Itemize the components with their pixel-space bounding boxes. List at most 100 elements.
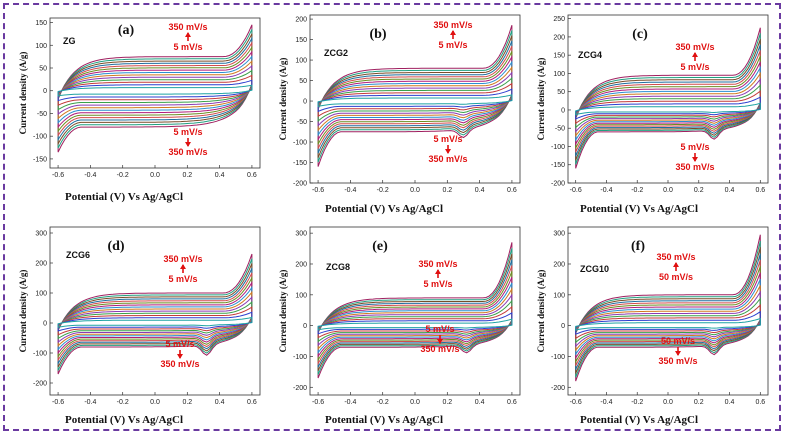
- panel-e-y-axis-label: Current density (A/g): [278, 270, 288, 353]
- panel-d-x-tick-label: 0.6: [247, 399, 257, 406]
- panel-f-y-tick-label: 300: [553, 231, 565, 238]
- panel-d-y-tick-label: 100: [35, 291, 47, 298]
- panel-e-y-tick-label: 100: [295, 292, 307, 299]
- panel-e-y-tick-label: 200: [295, 261, 307, 268]
- panel-d-scan-rate-top-arrowhead: [180, 264, 186, 269]
- panel-d-y-tick-label: -200: [33, 381, 47, 388]
- panel-c-y-tick-label: 50: [557, 89, 565, 96]
- panel-c-cv-curve: [575, 27, 761, 169]
- panel-a-scan-rate-top-arrowhead: [185, 32, 191, 37]
- x-axis-label-b: Potential (V) Vs Ag/AgCl: [325, 203, 444, 215]
- panel-a-y-tick-label: 50: [39, 66, 47, 73]
- panel-f-panel-label: (f): [631, 239, 645, 254]
- panel-b-x-tick-label: -0.6: [312, 187, 324, 194]
- panel-c-y-tick-label: -50: [555, 126, 565, 133]
- panel-d-scan-rate-bottom-label-1: 5 mV/s: [165, 339, 194, 349]
- x-axis-label-f: Potential (V) Vs Ag/AgCl: [580, 414, 699, 426]
- panel-f-scan-rate-top-arrowhead: [673, 262, 679, 267]
- panel-b-cv-curve: [317, 25, 513, 167]
- panel-d-y-axis-label: Current density (A/g): [18, 270, 28, 353]
- cv-panel-b: -0.6 -0.4 -0.2 0.0 0.2 0.4 0.6 -200 -150 -100 -50 0…: [278, 14, 521, 194]
- panel-b-y-tick-label: 150: [295, 37, 307, 44]
- figure-frame: [3, 3, 781, 431]
- panel-c-cv-curve: [575, 55, 761, 149]
- panel-a-y-tick-label: -50: [37, 111, 47, 118]
- panel-a-cv-curve: [57, 84, 253, 97]
- panel-c-scan-rate-bottom-label-1: 5 mV/s: [680, 142, 709, 152]
- panel-a-y-tick-label: -100: [33, 134, 47, 141]
- panel-d-scan-rate-top-label-2: 5 mV/s: [168, 274, 197, 284]
- panel-d-y-tick-label: 0: [43, 321, 47, 328]
- panel-b-scan-rate-bottom-label-2: 350 mV/s: [428, 154, 467, 164]
- x-axis-label-e: Potential (V) Vs Ag/AgCl: [325, 414, 444, 426]
- panel-b-x-tick-label: 0.4: [475, 187, 485, 194]
- panel-c-y-tick-label: -100: [551, 144, 565, 151]
- panel-f-scan-rate-top-label-1: 350 mV/s: [656, 252, 695, 262]
- panel-d-scan-rate-bottom-label-2: 350 mV/s: [160, 359, 199, 369]
- panel-c-scan-rate-top-arrowhead: [692, 52, 698, 57]
- cv-panel-d: -0.6 -0.4 -0.2 0.0 0.2 0.4 0.6 -200 -100 0 100 200 3…: [18, 226, 261, 406]
- panel-a-x-tick-label: 0.6: [247, 172, 257, 179]
- panel-b-y-axis-label: Current density (A/g): [278, 58, 288, 141]
- panel-e-sample-name: ZCG8: [326, 262, 350, 272]
- panel-e-y-tick-label: 0: [303, 323, 307, 330]
- panel-c-y-axis-label: Current density (A/g): [536, 58, 546, 141]
- panel-b-x-tick-label: 0.0: [410, 187, 420, 194]
- panel-d-sample-name: ZCG6: [66, 250, 90, 260]
- panel-b-cv-curve: [317, 76, 513, 123]
- panel-c-y-tick-label: 100: [553, 71, 565, 78]
- panel-f-scan-rate-bottom-label-1: 50 mV/s: [661, 336, 695, 346]
- panel-d-panel-label: (d): [107, 239, 124, 254]
- panel-c-y-tick-label: 150: [553, 53, 565, 60]
- panel-d-scan-rate-top-label-1: 350 mV/s: [163, 254, 202, 264]
- panel-a-y-axis-label: Current density (A/g): [18, 52, 28, 135]
- panel-e-y-tick-label: -200: [293, 385, 307, 392]
- panel-b-y-tick-label: 0: [303, 99, 307, 106]
- panel-d-x-tick-label: 0.0: [150, 399, 160, 406]
- cv-panel-c: -0.6 -0.4 -0.2 0.0 0.2 0.4 0.6 -200 -150 -100 -50 0…: [536, 14, 769, 194]
- panel-b-x-tick-label: 0.2: [442, 187, 452, 194]
- panel-e-scan-rate-bottom-arrowhead: [437, 339, 443, 344]
- panel-b-scan-rate-bottom-arrowhead: [445, 149, 451, 154]
- panel-a-x-tick-label: 0.4: [215, 172, 225, 179]
- panel-f-y-tick-label: 0: [561, 323, 565, 330]
- panel-c-cv-curve: [575, 102, 761, 116]
- panel-f-y-tick-label: 200: [553, 261, 565, 268]
- panel-f-x-tick-label: 0.4: [725, 399, 735, 406]
- x-axis-label-a: Potential (V) Vs Ag/AgCl: [65, 191, 184, 203]
- panel-b-y-tick-label: -150: [293, 160, 307, 167]
- panel-c-panel-label: (c): [632, 27, 648, 42]
- panel-f-y-tick-label: -100: [551, 354, 565, 361]
- panel-e-scan-rate-top-label-1: 350 mV/s: [418, 259, 457, 269]
- panel-e-x-tick-label: 0.6: [507, 399, 517, 406]
- panel-a-x-tick-label: -0.2: [117, 172, 129, 179]
- cv-panel-e: -0.6 -0.4 -0.2 0.0 0.2 0.4 0.6 -200 -100 0 100 200 3…: [278, 226, 521, 406]
- panel-d-x-tick-label: 0.2: [182, 399, 192, 406]
- panel-a-scan-rate-top-label-2: 5 mV/s: [173, 42, 202, 52]
- panel-e-x-tick-label: -0.2: [377, 399, 389, 406]
- panel-b-sample-name: ZCG2: [324, 48, 348, 58]
- panel-c-y-tick-label: -200: [551, 181, 565, 188]
- panel-f-cv-curve: [575, 317, 761, 331]
- panel-a-scan-rate-bottom-label-1: 5 mV/s: [173, 127, 202, 137]
- panel-e-panel-label: (e): [372, 239, 388, 254]
- panel-b-y-tick-label: 100: [295, 58, 307, 65]
- panel-f-x-tick-label: 0.6: [755, 399, 765, 406]
- panel-d-x-tick-label: -0.2: [117, 399, 129, 406]
- panel-d-y-tick-label: 200: [35, 261, 47, 268]
- panel-a-x-tick-label: 0.2: [182, 172, 192, 179]
- panel-b-x-tick-label: 0.6: [507, 187, 517, 194]
- panel-c-x-tick-label: -0.4: [600, 187, 612, 194]
- panel-a-x-tick-label: -0.4: [84, 172, 96, 179]
- panel-c-scan-rate-bottom-arrowhead: [692, 157, 698, 162]
- panel-f-x-tick-label: -0.2: [631, 399, 643, 406]
- panel-e-x-tick-label: 0.0: [410, 399, 420, 406]
- panel-f-scan-rate-top-label-2: 50 mV/s: [659, 272, 693, 282]
- panel-e-scan-rate-top-arrowhead: [435, 269, 441, 274]
- panel-d-x-tick-label: -0.4: [84, 399, 96, 406]
- panel-c-x-tick-label: -0.6: [570, 187, 582, 194]
- panel-c-x-tick-label: 0.4: [725, 187, 735, 194]
- panel-e-x-tick-label: 0.4: [475, 399, 485, 406]
- panel-a-y-tick-label: 150: [35, 20, 47, 27]
- panel-d-y-tick-label: 300: [35, 231, 47, 238]
